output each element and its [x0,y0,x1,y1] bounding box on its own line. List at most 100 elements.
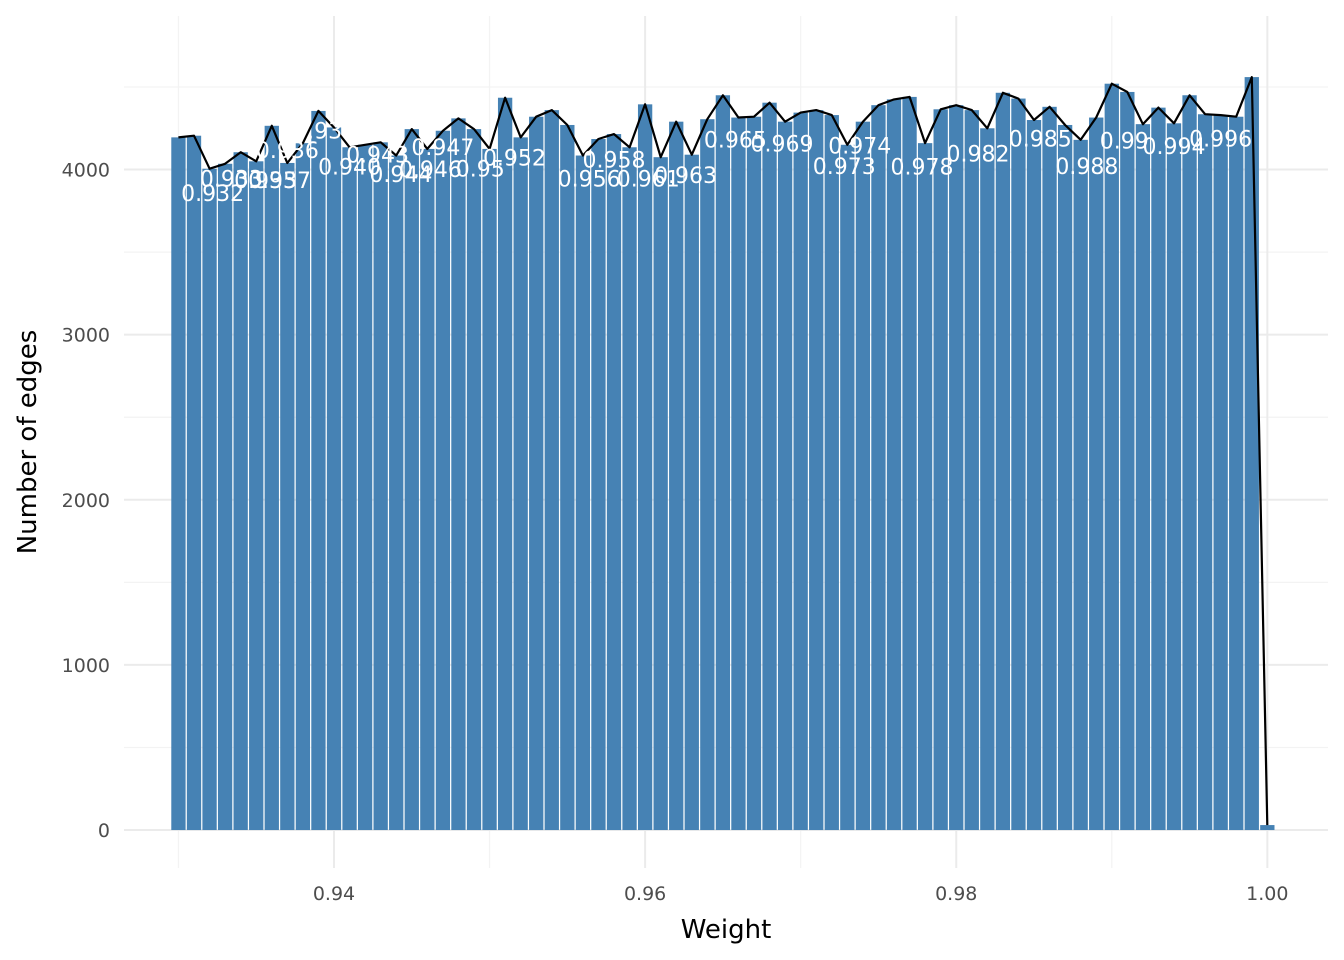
histogram-bar [824,115,839,831]
histogram-bar [917,143,933,831]
histogram-bar [186,135,202,831]
histogram-bar [435,130,451,831]
histogram-bar [700,119,715,831]
count-line [178,75,1269,826]
histogram-bar [606,134,622,831]
histogram-bar [451,118,466,831]
histogram-bar [513,137,528,831]
bar-value-label: 0.99 [1100,129,1149,154]
histogram-bar [637,104,653,831]
histogram-bar [544,110,559,831]
histogram-bar [1057,124,1073,831]
histogram-bar [1197,114,1213,831]
histogram-bar [1073,139,1088,831]
histogram-bar [264,125,279,831]
histogram-bar [746,116,762,831]
histogram-bar [1260,825,1275,831]
histogram-bar [342,147,357,831]
histogram-bar [715,95,731,831]
histogram-bar [622,147,637,831]
bar-value-label: 0.944 [369,163,432,188]
y-tick-label: 0 [98,820,110,842]
histogram-bar [809,110,824,831]
histogram-bar [575,155,591,831]
histogram-bar [762,102,777,831]
histogram-bar [902,96,917,831]
histogram-bar [793,112,808,831]
histogram-bar [1182,95,1197,831]
histogram-bar [855,121,871,831]
histogram-bar [529,116,544,831]
x-tick-label: 1.00 [1246,883,1288,905]
bar-value-label: 0.965 [704,128,767,153]
histogram-bar [871,105,886,831]
bar-value-label: 0.932 [181,182,244,207]
histogram-bar [886,99,902,831]
bar-value-label: 0.937 [248,169,311,194]
histogram-bar [1135,124,1151,831]
y-axis-ticks: 0 1000 2000 3000 4000 [62,160,110,842]
histogram-bar [669,121,684,831]
bar-value-label: 0.956 [558,167,621,192]
histogram-bar [949,105,964,831]
bar-value-label: 0.943 [346,143,409,168]
histogram-bar [1166,123,1182,831]
x-tick-label: 0.98 [935,883,977,905]
x-tick-label: 0.94 [313,883,355,905]
histogram-bar [1042,106,1057,831]
histogram-bar [777,121,793,831]
bar-value-label: 0.940 [318,156,381,181]
bar-value-label: 0.961 [617,167,680,192]
histogram-bar [1026,120,1042,831]
histogram-bar [840,144,855,831]
histogram-bar [404,129,419,831]
y-tick-label: 4000 [62,160,110,182]
histogram-bar [311,110,326,831]
histogram-bar [373,142,388,831]
histogram-bar [295,143,311,831]
x-axis-title: Weight [681,915,772,945]
bar-value-label: 0.936 [256,139,319,164]
bar-series [171,77,1275,831]
histogram-bar [933,109,948,831]
histogram-bar [482,148,497,831]
bar-value-label: 0.973 [813,155,876,180]
bar-value-label: 0.958 [583,148,646,173]
bar-value-label: 0.969 [751,133,814,158]
histogram-bar [591,139,606,831]
bar-value-label: 0.996 [1189,128,1252,153]
line-series [178,75,1269,826]
histogram-bar [233,152,248,831]
histogram-bar [389,155,404,831]
histogram-bar [1120,91,1135,831]
y-tick-label: 3000 [62,325,110,347]
bar-value-label: 0.985 [1009,128,1072,153]
histogram-bar [1011,98,1026,831]
histogram-bar [497,97,513,831]
histogram-bar [202,168,217,831]
histogram-bar [995,92,1011,831]
histogram-bar [1104,83,1119,831]
histogram-bar [1213,115,1228,831]
histogram-bar [357,144,373,831]
bar-value-label: 0.933 [200,167,263,192]
x-axis-ticks: 0.94 0.96 0.98 1.00 [313,883,1289,905]
histogram-bar [171,137,186,831]
bar-value-label: 0.939 [293,119,356,144]
histogram-bar [217,163,233,831]
histogram-bar [1089,117,1104,831]
bar-value-label: 0.982 [947,143,1010,168]
histogram-bar [560,124,575,831]
histogram-bar [1229,116,1244,831]
y-axis-title: Number of edges [13,330,43,555]
histogram-bar [1244,77,1259,831]
bar-value-label: 0.994 [1143,135,1206,160]
bar-value-label: 0.974 [828,134,891,159]
histogram-bar [420,148,435,831]
histogram-bar [249,161,264,831]
bar-value-label: 0.988 [1055,155,1118,180]
histogram-bar [980,128,995,831]
bar-value-label: 0.935 [234,169,297,194]
